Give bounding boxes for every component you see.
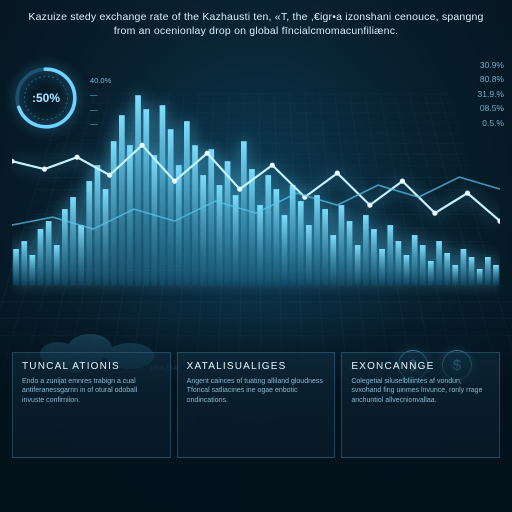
pct: 31.9.% bbox=[478, 87, 504, 101]
main-chart bbox=[12, 60, 500, 295]
pct: 30.9% bbox=[478, 58, 504, 72]
header-line2: from an ocenionlay drop on global fīncia… bbox=[114, 25, 399, 37]
right-pct-column: 30.9% 80.8% 31.9.% 08.5% 0.5.% bbox=[478, 58, 504, 130]
gauge-pct-label: :50% bbox=[32, 91, 60, 105]
info-panels: TUNCAL ATIONIS Endo a zunijat emnres tra… bbox=[0, 352, 512, 470]
panel-xatal: XATALISUALIGES Angent cainces of tuating… bbox=[177, 352, 336, 458]
panel-body: Endo a zunijat emnres trabign a cual ant… bbox=[22, 377, 161, 405]
bar-series bbox=[13, 95, 499, 285]
panel-title: EXONCANNGE bbox=[351, 361, 490, 372]
pct: 80.8% bbox=[478, 72, 504, 86]
tick: 40.0% bbox=[90, 74, 111, 88]
header-line1: Kazuize stedy exchange rate of the Kazha… bbox=[28, 11, 483, 23]
panel-tuncal: TUNCAL ATIONIS Endo a zunijat emnres tra… bbox=[12, 352, 171, 458]
overlay-line-1-markers bbox=[12, 143, 500, 224]
left-axis-ticks: 40.0% — — — bbox=[90, 74, 111, 131]
tick: — bbox=[90, 103, 111, 117]
panel-title: XATALISUALIGES bbox=[187, 361, 326, 372]
overlay-line-1 bbox=[12, 145, 500, 221]
panel-body: Angent cainces of tuating alliland gloud… bbox=[187, 377, 326, 405]
pct: 08.5% bbox=[478, 101, 504, 115]
panel-title: TUNCAL ATIONIS bbox=[22, 361, 161, 372]
tick: — bbox=[90, 88, 111, 102]
panel-exoncannge: EXONCANNGE Colegetial siluselbliiintes a… bbox=[341, 352, 500, 458]
tick: — bbox=[90, 117, 111, 131]
header-caption: Kazuize stedy exchange rate of the Kazha… bbox=[0, 0, 512, 44]
overlay-line-2 bbox=[12, 177, 500, 229]
panel-body: Colegetial siluselbliiintes af vondun, s… bbox=[351, 377, 490, 405]
pct: 0.5.% bbox=[478, 116, 504, 130]
lower-section: TUNCAL ATIONIS Endo a zunijat emnres tra… bbox=[0, 312, 512, 512]
gauge-widget: :50% bbox=[10, 62, 82, 134]
